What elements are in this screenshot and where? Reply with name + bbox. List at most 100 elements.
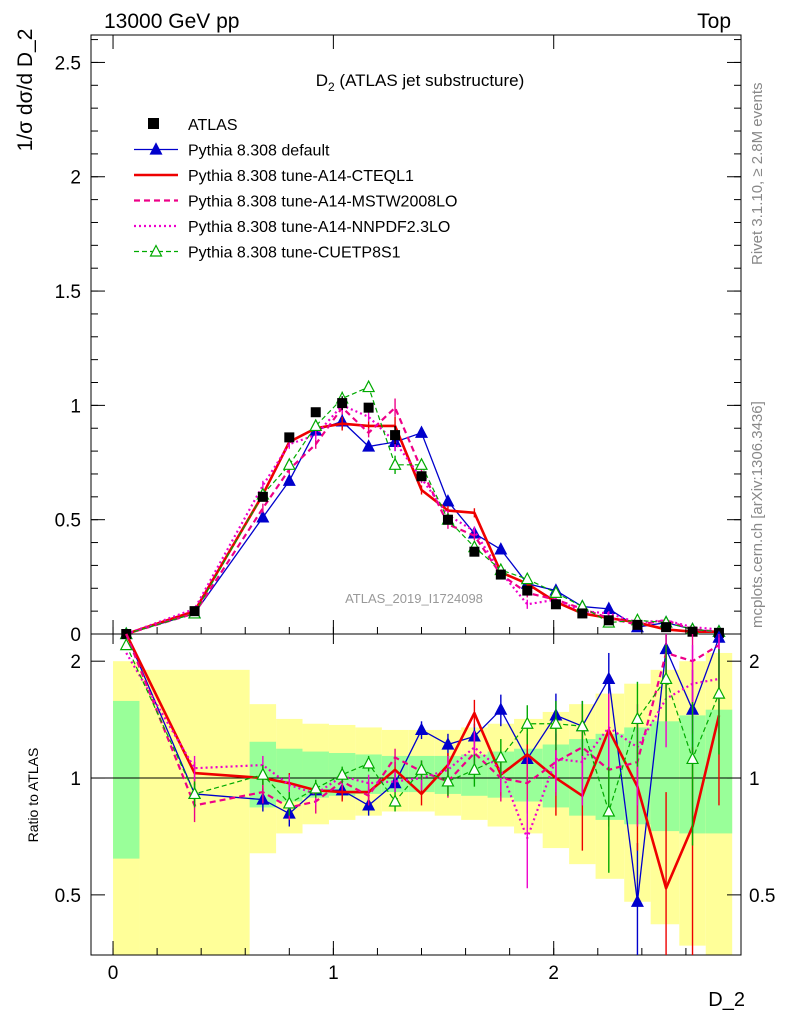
atlas-point [363,402,374,413]
ratio-line-1 [125,633,721,890]
atlas-point [661,622,672,633]
legend-label: Pythia 8.308 tune-A14-CTEQL1 [188,168,414,185]
y-tick-label-bottom: 0.5 [55,886,81,907]
legend-label: Pythia 8.308 default [188,143,330,160]
atlas-point [632,619,643,630]
series-point [309,418,323,432]
atlas-point [257,491,268,502]
series-point [282,457,296,470]
series-point [282,473,296,486]
legend-marker [149,244,163,257]
y-tick-label-bottom-right: 2 [749,652,760,673]
series-point [415,457,429,470]
series-line-4 [126,386,720,635]
atlas-point [390,430,401,441]
atlas-point [189,606,200,617]
y-tick-label-bottom: 2 [70,652,81,673]
y-tick-label-top: 1 [70,396,81,417]
atlas-point [284,432,295,443]
series-point [362,379,376,393]
y-axis-label-top: 1/σ dσ/d D_2 [14,29,37,152]
y-axis-label-bottom: Ratio to ATLAS [25,748,41,843]
atlas-point [603,615,614,626]
series-point [388,457,402,470]
ratio-point [494,750,508,763]
ratio-point [188,786,202,800]
y-tick-label-top: 0 [70,625,81,646]
chart-title-main: D [316,71,328,90]
y-tick-label-bottom-right: 1 [749,769,760,790]
x-tick-label: 0 [108,963,119,984]
ratio-point [441,774,455,787]
atlas-point [310,407,321,418]
atlas-point [442,514,453,525]
legend-marker [149,142,163,155]
series-point [520,571,534,585]
atlas-point [469,546,480,557]
atlas-point [577,608,588,619]
series-point [441,494,455,507]
x-tick-label: 2 [548,963,559,984]
atlas-point [522,585,533,596]
x-tick-label: 1 [328,963,339,984]
chart-title-sub: 2 [328,80,335,94]
ratio-point [659,671,673,685]
legend: ATLAS Pythia 8.308 default Pythia 8.308 tu… [134,117,457,262]
band-green [650,721,680,832]
ratio-point [575,718,589,732]
legend-label: Pythia 8.308 tune-A14-NNPDF2.3LO [188,219,450,236]
ratio-series [119,630,726,955]
axes: 0 1 2 0 0.5 1 1.5 2 2.5 0.5 0.5 1 1 2 2 [55,35,775,984]
series-point [256,510,270,523]
y-tick-label-top: 0.5 [55,511,81,532]
x-axis-label: D_2 [708,989,745,1011]
legend-label: ATLAS [188,117,238,134]
ratio-point [630,894,644,907]
ratio-point [520,716,534,729]
atlas-point [550,599,561,610]
ratio-point [686,751,700,765]
ratio-line-3 [125,652,720,840]
ratio-point [441,737,455,750]
series-point [362,439,376,452]
atlas-point [687,626,698,637]
ratio-point [415,722,429,736]
chart-title: D2 (ATLAS jet substructure) [316,71,525,94]
ratio-point [602,671,616,685]
ratio-point [119,637,133,651]
y-tick-label-bottom-right: 0.5 [749,886,775,907]
y-axis-label-text: 1/σ dσ/d D_2 [14,29,37,152]
y-tick-label-top: 2 [70,168,81,189]
ratio-point [712,686,726,699]
rivet-label: Rivet 3.1.10, ≥ 2.8M events [749,83,766,266]
analysis-watermark: ATLAS_2019_I1724098 [345,591,483,606]
ratio-point [362,756,376,769]
mcplots-label: mcplots.cern.ch [arXiv:1306.3436] [749,401,766,628]
ratio-point [335,767,349,780]
y-tick-label-top: 2.5 [55,53,81,74]
chart-title-rest: (ATLAS jet substructure) [335,71,525,90]
atlas-point [337,398,348,409]
y-tick-label-top: 1.5 [55,282,81,303]
series-point [415,425,429,438]
ratio-point [467,762,481,775]
series-point [549,585,563,598]
y-tick-label-bottom: 1 [70,769,81,790]
ratio-frame [90,633,742,956]
legend-label: Pythia 8.308 tune-CUETP8S1 [188,245,401,262]
ratio-point [549,716,563,729]
legend-marker [148,118,159,129]
atlas-point [495,569,506,580]
energy-label: 13000 GeV pp [104,10,239,33]
ratio-point [309,781,323,794]
ratio-point [256,767,270,780]
atlas-point [416,471,427,482]
process-label: Top [697,10,731,33]
ratio-point [282,796,296,809]
ratio-point [494,702,508,715]
ratio-point [630,711,644,725]
series-point [494,542,508,555]
legend-label: Pythia 8.308 tune-A14-MSTW2008LO [188,194,457,211]
ratio-point [602,804,616,817]
